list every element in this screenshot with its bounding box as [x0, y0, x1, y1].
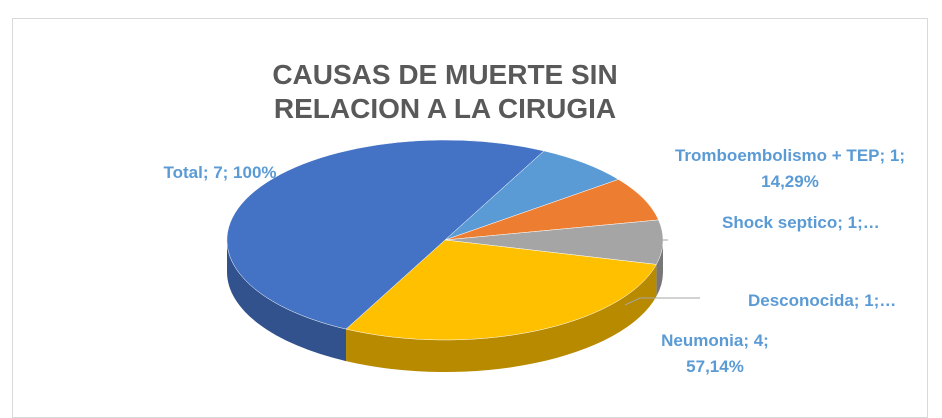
chart-title: CAUSAS DE MUERTE SIN RELACION A LA CIRUG…	[272, 59, 618, 124]
data-label: Tromboembolismo + TEP; 1; 14,29%	[674, 146, 905, 191]
data-label: Neumonia; 4; 57,14%	[661, 331, 769, 376]
pie-slice-side	[656, 240, 663, 297]
pie-slice	[345, 239, 657, 341]
data-label: Total; 7; 100%	[163, 163, 277, 182]
data-label: Desconocida; 1;…	[748, 291, 897, 310]
pie-slice-side	[227, 240, 347, 362]
pie-slice-side	[346, 264, 657, 372]
data-label: Shock septico; 1;…	[722, 213, 880, 232]
pie-slice	[226, 139, 545, 330]
leader-line	[624, 297, 700, 306]
